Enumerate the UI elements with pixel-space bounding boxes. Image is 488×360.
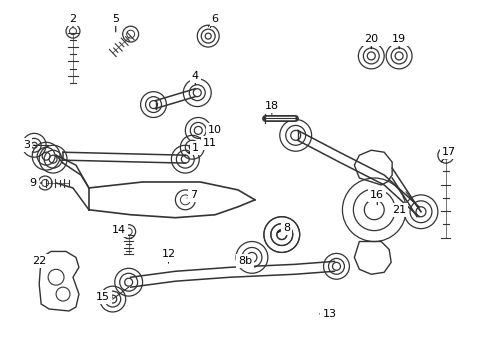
Text: 10: 10 [208, 125, 222, 135]
Text: 16: 16 [369, 190, 384, 200]
Text: 2: 2 [69, 14, 77, 24]
Text: 14: 14 [111, 225, 125, 235]
Text: 20: 20 [364, 34, 378, 44]
Text: 18: 18 [264, 100, 278, 111]
Text: 1: 1 [191, 143, 199, 153]
Text: 21: 21 [391, 205, 406, 215]
Text: 8b: 8b [238, 256, 251, 266]
Text: 9: 9 [30, 178, 37, 188]
Text: 5: 5 [112, 14, 119, 24]
Text: 3: 3 [23, 140, 30, 150]
Text: 8: 8 [283, 222, 290, 233]
Text: 4: 4 [191, 71, 199, 81]
Text: 22: 22 [32, 256, 46, 266]
Text: 11: 11 [203, 138, 217, 148]
Text: 15: 15 [96, 292, 110, 302]
Text: 12: 12 [161, 249, 175, 260]
Text: 17: 17 [441, 147, 455, 157]
Text: 6: 6 [211, 14, 218, 24]
Text: 19: 19 [391, 34, 406, 44]
Text: 7: 7 [189, 190, 197, 200]
Text: 13: 13 [322, 309, 336, 319]
